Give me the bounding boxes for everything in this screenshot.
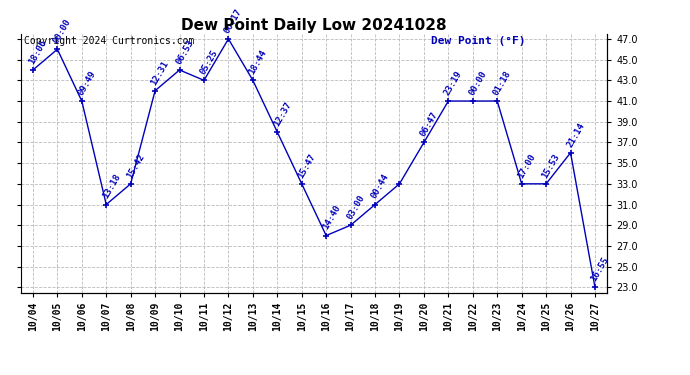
Text: 17:00: 17:00 xyxy=(516,152,538,180)
Text: 05:25: 05:25 xyxy=(199,48,219,76)
Text: 00:00: 00:00 xyxy=(467,69,489,97)
Text: 00:44: 00:44 xyxy=(369,172,391,200)
Text: 12:31: 12:31 xyxy=(150,59,171,87)
Text: 00:00: 00:00 xyxy=(52,17,73,45)
Text: 14:40: 14:40 xyxy=(321,204,342,231)
Text: 21:14: 21:14 xyxy=(565,121,586,148)
Text: 06:53: 06:53 xyxy=(174,38,195,66)
Text: 09:49: 09:49 xyxy=(76,69,97,97)
Text: 16:55: 16:55 xyxy=(589,255,611,283)
Text: 23:19: 23:19 xyxy=(443,69,464,97)
Text: 13:18: 13:18 xyxy=(101,172,122,200)
Text: 15:53: 15:53 xyxy=(540,152,562,180)
Text: 01:18: 01:18 xyxy=(492,69,513,97)
Text: 15:47: 15:47 xyxy=(296,152,317,180)
Text: 15:42: 15:42 xyxy=(125,152,146,180)
Title: Dew Point Daily Low 20241028: Dew Point Daily Low 20241028 xyxy=(181,18,446,33)
Text: 12:37: 12:37 xyxy=(272,100,293,128)
Text: 06:17: 06:17 xyxy=(223,7,244,35)
Text: 03:00: 03:00 xyxy=(345,193,366,221)
Text: 06:47: 06:47 xyxy=(418,111,440,138)
Text: Copyright 2024 Curtronics.com: Copyright 2024 Curtronics.com xyxy=(23,36,194,46)
Text: Dew Point (°F): Dew Point (°F) xyxy=(431,36,526,46)
Text: 18:06: 18:06 xyxy=(28,38,48,66)
Text: 18:44: 18:44 xyxy=(247,48,268,76)
